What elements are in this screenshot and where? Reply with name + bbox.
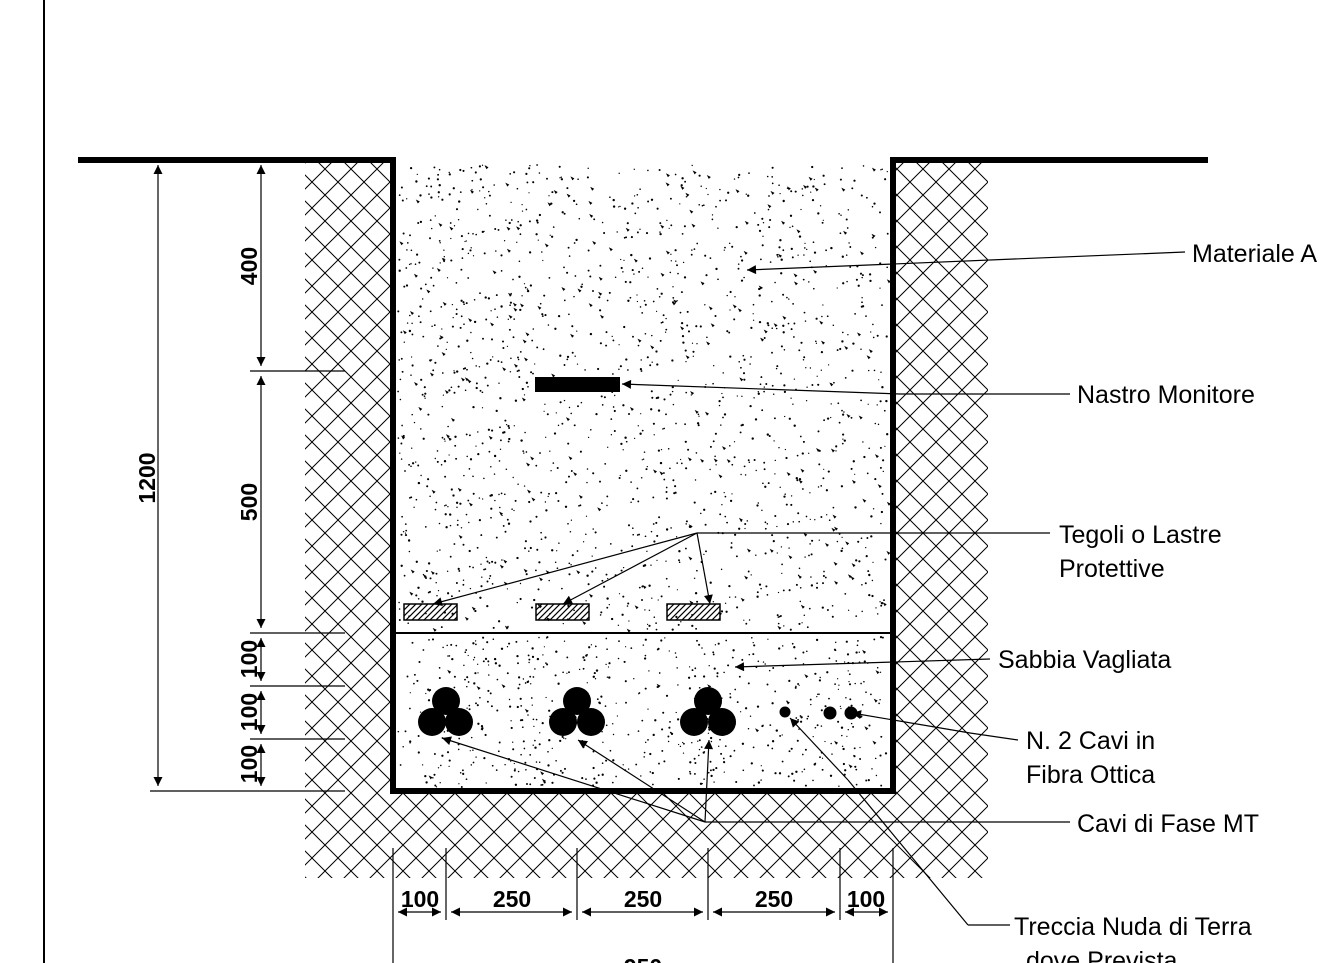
label-sabbia: Sabbia Vagliata bbox=[998, 646, 1171, 674]
horizontal-dimensions bbox=[392, 848, 894, 963]
dim-bottom-3: 250 bbox=[624, 886, 662, 912]
label-treccia-line2: dove Prevista bbox=[1026, 947, 1178, 963]
materiale-fill bbox=[397, 164, 891, 633]
mt-cables bbox=[418, 687, 736, 736]
label-nastro: Nastro Monitore bbox=[1077, 381, 1255, 409]
label-tegoli-line2: Protettive bbox=[1059, 555, 1165, 583]
dim-bottom-2: 250 bbox=[493, 886, 531, 912]
dim-total-depth: 1200 bbox=[134, 452, 160, 503]
dim-middle-layer: 500 bbox=[236, 483, 262, 521]
dim-total-width: 950 bbox=[624, 954, 662, 963]
trench-outline bbox=[390, 157, 896, 794]
dim-sand-1: 100 bbox=[236, 640, 262, 678]
label-tegoli-line1: Tegoli o Lastre bbox=[1059, 521, 1222, 549]
soil-hatching bbox=[305, 160, 988, 878]
warning-tape bbox=[535, 377, 620, 392]
label-materiale: Materiale A bbox=[1192, 240, 1317, 268]
vertical-dimensions bbox=[150, 165, 345, 792]
label-cavi-fase: Cavi di Fase MT bbox=[1077, 810, 1259, 838]
dim-bottom-4: 250 bbox=[755, 886, 793, 912]
dim-sand-2: 100 bbox=[236, 693, 262, 731]
label-fibra-line1: N. 2 Cavi in bbox=[1026, 727, 1155, 755]
dim-bottom-5: 100 bbox=[847, 886, 885, 912]
sabbia-fill bbox=[397, 636, 888, 788]
leader-lines bbox=[432, 251, 1186, 926]
protective-tiles bbox=[403, 603, 721, 621]
earth-wire bbox=[779, 706, 791, 718]
dim-sand-3: 100 bbox=[236, 745, 262, 783]
dim-top-layer: 400 bbox=[236, 247, 262, 285]
dim-bottom-1: 100 bbox=[401, 886, 439, 912]
label-treccia-line1: Treccia Nuda di Terra bbox=[1014, 913, 1252, 941]
label-fibra-line2: Fibra Ottica bbox=[1026, 761, 1155, 789]
